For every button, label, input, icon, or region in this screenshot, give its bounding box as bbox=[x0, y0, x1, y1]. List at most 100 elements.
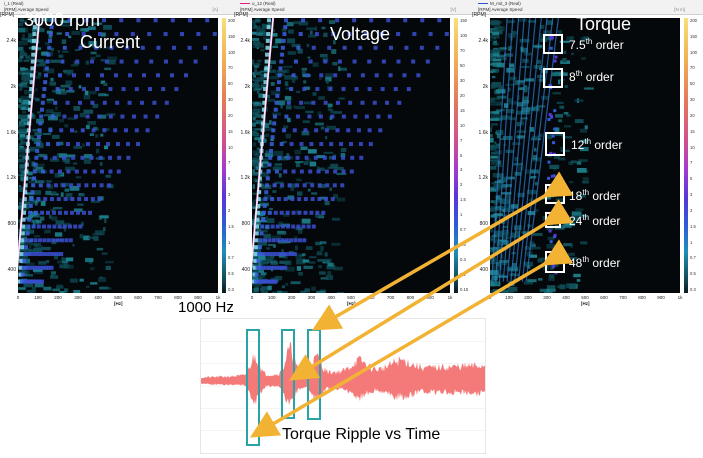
order-point-24 bbox=[350, 170, 354, 174]
order-point-4 bbox=[261, 218, 265, 222]
noise-cell bbox=[494, 111, 499, 114]
order-point-16 bbox=[342, 115, 346, 119]
noise-cell bbox=[284, 75, 293, 80]
order-point-4 bbox=[24, 245, 28, 249]
order-point-12 bbox=[62, 183, 66, 187]
noise-cell bbox=[527, 279, 536, 282]
noise-cell bbox=[62, 261, 68, 263]
order-point-12 bbox=[338, 60, 342, 64]
colorbar-tick-label: 50 bbox=[460, 63, 465, 68]
order-point-6 bbox=[270, 197, 274, 201]
order-point-20 bbox=[404, 46, 408, 50]
order-point-20 bbox=[92, 183, 96, 187]
noise-cell bbox=[303, 120, 310, 123]
order-point-14 bbox=[86, 142, 90, 146]
colorbar-tick-label: 0.5 bbox=[460, 242, 466, 247]
noise-cell bbox=[65, 162, 70, 164]
colorbar-tick-label: 1 bbox=[460, 212, 462, 217]
x-tick-label: 400 bbox=[321, 295, 341, 300]
colorbar bbox=[454, 18, 458, 293]
order-point-4 bbox=[281, 46, 285, 50]
order-point-14 bbox=[47, 238, 51, 242]
order-point-14 bbox=[353, 60, 357, 64]
order-point-22 bbox=[144, 115, 148, 119]
y-tick-label: 2k bbox=[2, 84, 16, 90]
colorbar-tick-label: 150 bbox=[228, 34, 235, 39]
noise-cell bbox=[498, 289, 506, 293]
noise-cell bbox=[494, 141, 496, 144]
order-point-4 bbox=[266, 176, 270, 180]
x-tick-label: 700 bbox=[381, 295, 401, 300]
order-point-4 bbox=[278, 73, 282, 77]
colorbar-tick-label: 10 bbox=[228, 145, 233, 150]
noise-cell bbox=[260, 256, 265, 258]
order-point-8 bbox=[56, 142, 60, 146]
order-point-14 bbox=[41, 252, 45, 256]
noise-cell bbox=[584, 87, 594, 89]
noise-cell bbox=[34, 243, 38, 246]
noise-cell bbox=[62, 39, 66, 44]
noise-cell bbox=[565, 85, 568, 88]
noise-cell bbox=[252, 115, 258, 118]
order-point-4 bbox=[21, 273, 25, 277]
order-point-10 bbox=[102, 18, 106, 22]
order-point-6 bbox=[44, 156, 48, 160]
order-point-6 bbox=[273, 183, 277, 187]
order-point-8 bbox=[59, 128, 63, 132]
torque-title: Torque bbox=[576, 14, 631, 35]
noise-cell bbox=[86, 125, 90, 129]
order-point-24 bbox=[59, 252, 63, 256]
noise-cell bbox=[491, 114, 501, 118]
noise-cell bbox=[490, 229, 493, 232]
noise-cell bbox=[282, 285, 285, 288]
noise-cell bbox=[55, 106, 57, 110]
noise-cell bbox=[269, 208, 273, 210]
noise-cell bbox=[252, 169, 254, 172]
torque-order-cell bbox=[547, 118, 550, 121]
order-point-18 bbox=[303, 211, 307, 215]
order-point-10 bbox=[74, 115, 78, 119]
noise-cell bbox=[580, 129, 587, 133]
order-point-8 bbox=[34, 238, 38, 242]
noise-cell bbox=[532, 107, 539, 111]
noise-cell bbox=[303, 260, 309, 263]
order-point-10 bbox=[315, 87, 319, 91]
order-point-6 bbox=[46, 142, 50, 146]
noise-cell bbox=[252, 27, 256, 29]
noise-cell bbox=[326, 79, 329, 83]
order-point-4 bbox=[276, 87, 280, 91]
order-point-12 bbox=[66, 170, 70, 174]
torque-order-cell bbox=[553, 109, 556, 112]
order-point-12 bbox=[38, 252, 42, 256]
order-point-18 bbox=[128, 101, 132, 105]
order-point-4 bbox=[260, 231, 264, 235]
colorbar-tick-label: 15 bbox=[228, 129, 233, 134]
noise-cell bbox=[521, 111, 530, 115]
colorbar-tick-label: 200 bbox=[690, 18, 697, 23]
order-point-10 bbox=[66, 142, 70, 146]
order-point-10 bbox=[280, 211, 284, 215]
order-point-4 bbox=[23, 252, 27, 256]
order-point-10 bbox=[54, 183, 58, 187]
order-point-18 bbox=[339, 142, 343, 146]
noise-cell bbox=[490, 167, 493, 170]
noise-cell bbox=[490, 125, 492, 128]
noise-cell bbox=[310, 30, 313, 34]
noise-cell bbox=[26, 262, 34, 265]
order-point-6 bbox=[32, 225, 36, 229]
noise-cell bbox=[325, 73, 333, 77]
order-point-10 bbox=[268, 252, 272, 256]
order-point-2 bbox=[266, 32, 270, 36]
order-point-10 bbox=[292, 170, 296, 174]
order-point-4 bbox=[30, 190, 34, 194]
order-point-12 bbox=[333, 73, 337, 77]
noise-cell bbox=[288, 29, 294, 33]
spectrogram-canvas-1 bbox=[252, 18, 450, 293]
order-label-48: 48th order bbox=[569, 255, 620, 270]
order-point-6 bbox=[34, 211, 38, 215]
noise-cell bbox=[498, 85, 502, 90]
order-point-16 bbox=[386, 18, 390, 22]
noise-cell bbox=[90, 267, 94, 270]
order-point-18 bbox=[289, 238, 293, 242]
noise-cell bbox=[492, 50, 501, 54]
